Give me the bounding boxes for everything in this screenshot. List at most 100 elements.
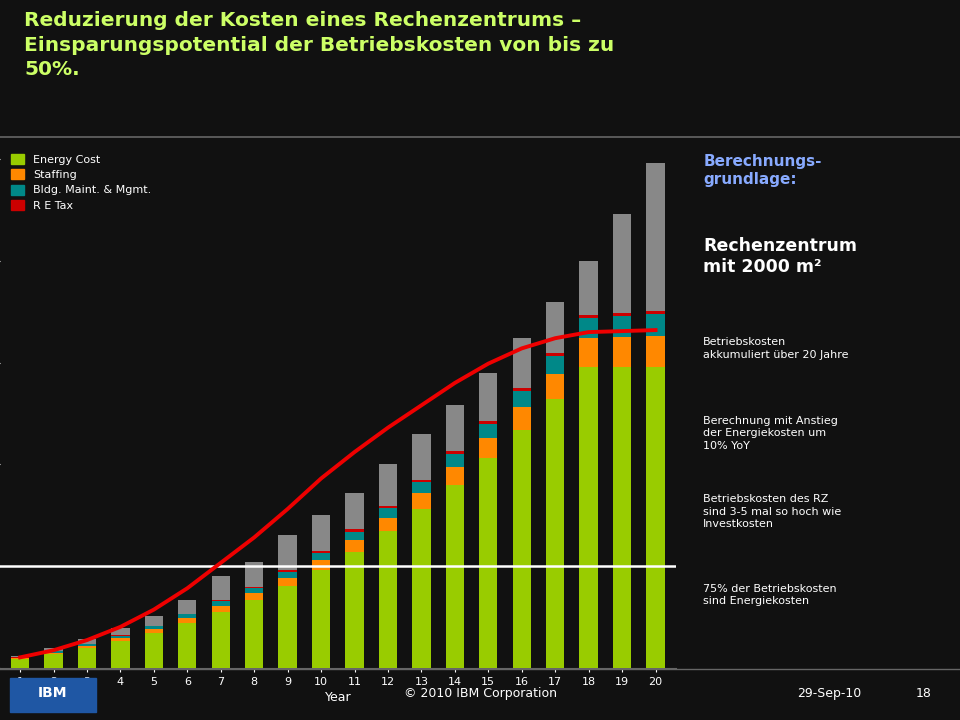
Text: 29-Sep-10: 29-Sep-10: [797, 688, 861, 701]
Text: Berechnungs-
grundlage:: Berechnungs- grundlage:: [704, 153, 822, 186]
Bar: [546, 302, 564, 667]
Bar: [612, 366, 632, 667]
Bar: [346, 552, 364, 667]
Text: 18: 18: [915, 688, 931, 701]
Bar: [412, 482, 431, 493]
Bar: [445, 405, 464, 667]
Bar: [546, 399, 564, 667]
Bar: [445, 454, 464, 467]
Bar: [580, 366, 598, 667]
Bar: [211, 612, 230, 667]
Bar: [612, 312, 632, 316]
Text: © 2010 IBM Corporation: © 2010 IBM Corporation: [403, 688, 557, 701]
Bar: [445, 485, 464, 667]
Bar: [346, 529, 364, 532]
Bar: [379, 518, 397, 531]
Bar: [379, 464, 397, 667]
Bar: [379, 505, 397, 508]
Text: Betriebskosten des RZ
sind 3-5 mal so hoch wie
Investkosten: Betriebskosten des RZ sind 3-5 mal so ho…: [704, 495, 842, 529]
Text: Reduzierung der Kosten eines Rechenzentrums –
Einsparungspotential der Betriebsk: Reduzierung der Kosten eines Rechenzentr…: [24, 12, 614, 79]
Bar: [546, 374, 564, 399]
Bar: [445, 467, 464, 485]
Bar: [479, 373, 497, 667]
Bar: [78, 646, 96, 648]
Bar: [179, 613, 197, 614]
Bar: [145, 626, 163, 629]
Bar: [580, 318, 598, 338]
Bar: [346, 540, 364, 552]
FancyBboxPatch shape: [10, 678, 96, 712]
Bar: [513, 391, 531, 407]
Bar: [312, 570, 330, 667]
Bar: [111, 628, 130, 667]
Bar: [145, 633, 163, 667]
Bar: [646, 311, 664, 314]
Bar: [211, 606, 230, 612]
Legend: Energy Cost, Staffing, Bldg. Maint. & Mgmt., R E Tax: Energy Cost, Staffing, Bldg. Maint. & Mg…: [6, 148, 157, 216]
Bar: [111, 638, 130, 641]
Bar: [245, 588, 263, 593]
Bar: [11, 660, 29, 667]
Bar: [312, 515, 330, 667]
Bar: [513, 338, 531, 667]
Text: 75% der Betriebskosten
sind Energiekosten: 75% der Betriebskosten sind Energiekoste…: [704, 584, 837, 606]
Bar: [44, 648, 62, 667]
Bar: [145, 629, 163, 633]
Bar: [646, 314, 664, 336]
Bar: [78, 648, 96, 667]
Bar: [379, 508, 397, 518]
Text: Berechnung mit Anstieg
der Energiekosten um
10% YoY: Berechnung mit Anstieg der Energiekosten…: [704, 415, 838, 451]
Bar: [346, 532, 364, 540]
Bar: [479, 420, 497, 423]
Bar: [513, 430, 531, 667]
Bar: [412, 480, 431, 482]
Bar: [179, 600, 197, 667]
Bar: [44, 654, 62, 667]
Bar: [179, 623, 197, 667]
Bar: [646, 366, 664, 667]
Bar: [412, 433, 431, 667]
Bar: [479, 438, 497, 458]
Bar: [11, 657, 29, 667]
Text: Rechenzentrum
mit 2000 m²: Rechenzentrum mit 2000 m²: [704, 238, 857, 276]
Bar: [580, 338, 598, 366]
Bar: [78, 639, 96, 667]
Bar: [445, 451, 464, 454]
Bar: [78, 644, 96, 646]
Bar: [278, 586, 297, 667]
Bar: [278, 570, 297, 572]
Bar: [111, 636, 130, 638]
Bar: [211, 601, 230, 606]
Bar: [580, 261, 598, 667]
Bar: [612, 316, 632, 337]
Bar: [278, 577, 297, 586]
Text: IBM: IBM: [38, 685, 67, 700]
Bar: [312, 553, 330, 560]
Bar: [546, 353, 564, 356]
Bar: [278, 536, 297, 667]
Bar: [412, 509, 431, 667]
Bar: [479, 458, 497, 667]
Bar: [11, 658, 29, 660]
Bar: [312, 560, 330, 570]
Bar: [646, 336, 664, 366]
Bar: [312, 551, 330, 553]
Text: Betriebskosten
akkumuliert über 20 Jahre: Betriebskosten akkumuliert über 20 Jahre: [704, 337, 849, 359]
Bar: [179, 614, 197, 618]
Bar: [245, 593, 263, 600]
Bar: [513, 388, 531, 391]
Bar: [513, 407, 531, 430]
Bar: [211, 576, 230, 667]
X-axis label: Year: Year: [324, 690, 351, 703]
Bar: [646, 163, 664, 667]
Bar: [245, 600, 263, 667]
Bar: [479, 423, 497, 438]
Bar: [612, 214, 632, 667]
Bar: [245, 562, 263, 667]
Bar: [546, 356, 564, 374]
Bar: [346, 492, 364, 667]
Bar: [44, 652, 62, 654]
Bar: [278, 572, 297, 577]
Bar: [379, 531, 397, 667]
Bar: [412, 493, 431, 509]
